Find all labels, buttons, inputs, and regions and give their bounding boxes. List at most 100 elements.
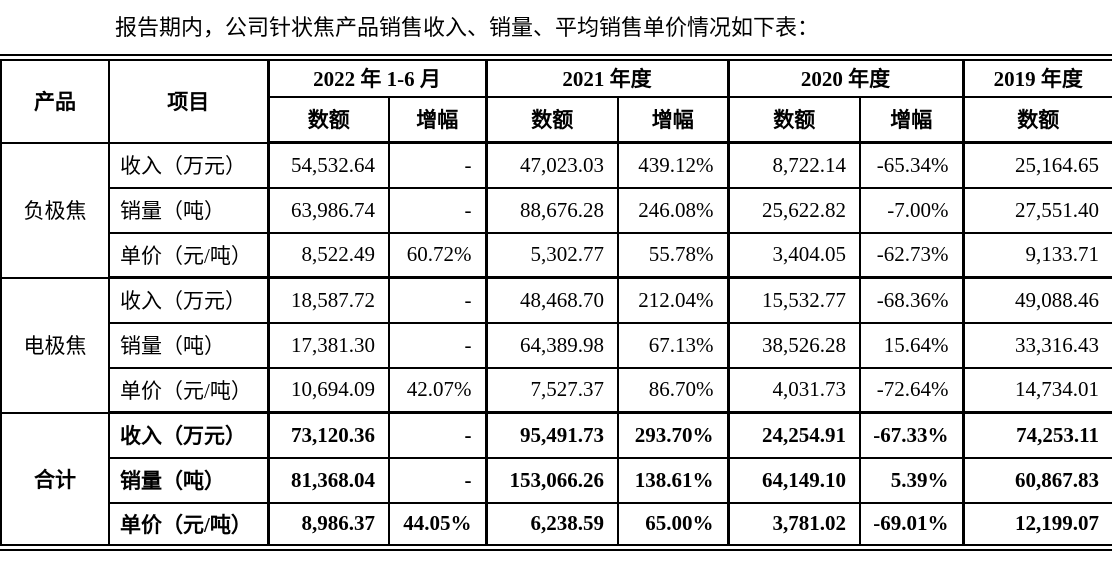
- table-row-total: 单价（元/吨） 8,986.37 44.05% 6,238.59 65.00% …: [1, 501, 1112, 549]
- cell-value: 47,023.03: [484, 141, 619, 189]
- cell-value: 4,031.73: [726, 366, 861, 414]
- item-label: 收入（万元）: [108, 411, 269, 459]
- cell-value: -: [388, 456, 487, 504]
- cell-value: -: [388, 411, 487, 459]
- table-row: 单价（元/吨） 10,694.09 42.07% 7,527.37 86.70%…: [1, 366, 1112, 414]
- cell-value: 48,468.70: [484, 276, 619, 324]
- header-2020-growth: 增幅: [859, 95, 964, 144]
- cell-value: 8,986.37: [266, 501, 390, 549]
- cell-value: 88,676.28: [484, 186, 619, 234]
- needle-coke-sales-table: 产品 项目 2022 年 1-6 月 2021 年度 2020 年度 2019 …: [0, 54, 1112, 551]
- table-row-total: 合计 收入（万元） 73,120.36 - 95,491.73 293.70% …: [0, 411, 1112, 549]
- cell-value: 54,532.64: [266, 141, 390, 189]
- header-row-sub: 数额 增幅 数额 增幅 数额 增幅 数额: [1, 95, 1112, 144]
- header-2019-amount: 数额: [961, 95, 1112, 144]
- cell-value: 5,302.77: [484, 231, 619, 279]
- cell-value: 67.13%: [617, 321, 729, 369]
- cell-value: 86.70%: [617, 366, 729, 414]
- cell-value: 73,120.36: [266, 411, 390, 459]
- header-2022-amount: 数额: [266, 95, 390, 144]
- product-label-total: 合计: [0, 411, 110, 549]
- cell-value: 15.64%: [859, 321, 964, 369]
- cell-value: 439.12%: [617, 141, 729, 189]
- item-label: 销量（吨）: [108, 186, 269, 234]
- product-label-fujijiao: 负极焦: [0, 141, 110, 279]
- cell-value: 18,587.72: [266, 276, 390, 324]
- cell-value: 42.07%: [388, 366, 487, 414]
- item-label: 销量（吨）: [108, 456, 269, 504]
- product-label-dianjijiao: 电极焦: [0, 276, 110, 414]
- table-row: 销量（吨） 63,986.74 - 88,676.28 246.08% 25,6…: [1, 186, 1112, 234]
- cell-value: 81,368.04: [266, 456, 390, 504]
- item-label: 单价（元/吨）: [108, 501, 269, 549]
- header-product: 产品: [0, 56, 110, 144]
- cell-value: 5.39%: [859, 456, 964, 504]
- cell-value: -68.36%: [859, 276, 964, 324]
- cell-value: 7,527.37: [484, 366, 619, 414]
- cell-value: -62.73%: [859, 231, 964, 279]
- header-item: 项目: [108, 56, 269, 144]
- header-period-2021: 2021 年度: [484, 56, 729, 98]
- header-2021-growth: 增幅: [617, 95, 729, 144]
- cell-value: 3,404.05: [726, 231, 861, 279]
- cell-value: 25,622.82: [726, 186, 861, 234]
- cell-value: 6,238.59: [484, 501, 619, 549]
- cell-value: 33,316.43: [961, 321, 1112, 369]
- cell-value: 14,734.01: [961, 366, 1112, 414]
- cell-value: -72.64%: [859, 366, 964, 414]
- cell-value: 9,133.71: [961, 231, 1112, 279]
- cell-value: 38,526.28: [726, 321, 861, 369]
- cell-value: 64,389.98: [484, 321, 619, 369]
- item-label: 单价（元/吨）: [108, 231, 269, 279]
- table-row: 单价（元/吨） 8,522.49 60.72% 5,302.77 55.78% …: [1, 231, 1112, 279]
- cell-value: 15,532.77: [726, 276, 861, 324]
- cell-value: 10,694.09: [266, 366, 390, 414]
- cell-value: 246.08%: [617, 186, 729, 234]
- cell-value: -: [388, 321, 487, 369]
- cell-value: -: [388, 186, 487, 234]
- cell-value: 25,164.65: [961, 141, 1112, 189]
- item-label: 收入（万元）: [108, 141, 269, 189]
- cell-value: -69.01%: [859, 501, 964, 549]
- cell-value: 95,491.73: [484, 411, 619, 459]
- cell-value: 8,722.14: [726, 141, 861, 189]
- cell-value: 55.78%: [617, 231, 729, 279]
- cell-value: 65.00%: [617, 501, 729, 549]
- cell-value: 60,867.83: [961, 456, 1112, 504]
- cell-value: -: [388, 141, 487, 189]
- cell-value: 8,522.49: [266, 231, 390, 279]
- cell-value: 63,986.74: [266, 186, 390, 234]
- cell-value: -: [388, 276, 487, 324]
- cell-value: 49,088.46: [961, 276, 1112, 324]
- header-2022-growth: 增幅: [388, 95, 487, 144]
- cell-value: 74,253.11: [961, 411, 1112, 459]
- table-row: 销量（吨） 17,381.30 - 64,389.98 67.13% 38,52…: [1, 321, 1112, 369]
- header-2021-amount: 数额: [484, 95, 619, 144]
- header-row-periods: 产品 项目 2022 年 1-6 月 2021 年度 2020 年度 2019 …: [0, 56, 1112, 144]
- cell-value: 27,551.40: [961, 186, 1112, 234]
- cell-value: 153,066.26: [484, 456, 619, 504]
- cell-value: -65.34%: [859, 141, 964, 189]
- item-label: 单价（元/吨）: [108, 366, 269, 414]
- data-table: 产品 项目 2022 年 1-6 月 2021 年度 2020 年度 2019 …: [0, 54, 1112, 551]
- item-label: 销量（吨）: [108, 321, 269, 369]
- page-title: 报告期内，公司针状焦产品销售收入、销量、平均销售单价情况如下表：: [115, 15, 820, 40]
- cell-value: 44.05%: [388, 501, 487, 549]
- cell-value: -7.00%: [859, 186, 964, 234]
- cell-value: -67.33%: [859, 411, 964, 459]
- table-row-total: 销量（吨） 81,368.04 - 153,066.26 138.61% 64,…: [1, 456, 1112, 504]
- cell-value: 12,199.07: [961, 501, 1112, 549]
- cell-value: 64,149.10: [726, 456, 861, 504]
- item-label: 收入（万元）: [108, 276, 269, 324]
- cell-value: 212.04%: [617, 276, 729, 324]
- cell-value: 3,781.02: [726, 501, 861, 549]
- cell-value: 17,381.30: [266, 321, 390, 369]
- header-period-2020: 2020 年度: [726, 56, 964, 98]
- cell-value: 24,254.91: [726, 411, 861, 459]
- table-row: 电极焦 收入（万元） 18,587.72 - 48,468.70 212.04%…: [0, 276, 1112, 414]
- cell-value: 293.70%: [617, 411, 729, 459]
- cell-value: 138.61%: [617, 456, 729, 504]
- header-period-2022: 2022 年 1-6 月: [266, 56, 487, 98]
- header-period-2019: 2019 年度: [961, 56, 1112, 98]
- cell-value: 60.72%: [388, 231, 487, 279]
